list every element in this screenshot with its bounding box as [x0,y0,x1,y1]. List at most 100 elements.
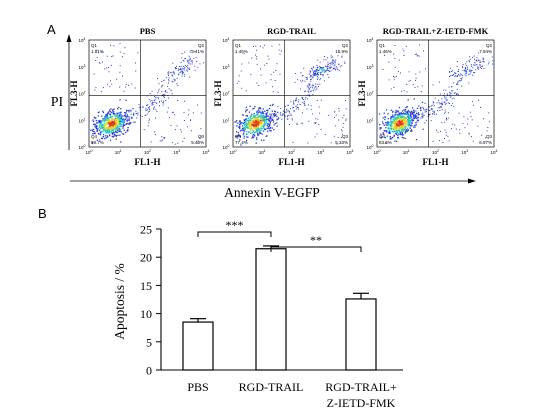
event-dot [109,128,111,130]
event-dot [330,63,332,65]
event-dot [272,86,274,88]
event-dot [251,127,253,129]
event-dot [181,67,183,69]
event-dot [420,109,422,112]
event-dot [255,122,257,124]
event-dot [178,74,179,76]
event-dot [480,66,481,68]
event-dot [280,114,282,116]
event-dot [422,128,424,130]
event-dot [471,136,472,138]
event-dot [464,70,466,71]
event-dot [414,54,416,55]
event-dot [110,80,111,82]
event-dot [247,121,250,124]
event-dot [421,113,423,115]
event-dot [401,120,403,122]
event-dot [176,65,177,67]
event-dot [119,129,121,131]
event-dot [432,103,434,105]
event-dot [410,116,412,118]
event-dot [269,127,271,129]
event-dot [135,62,136,64]
event-dot [95,119,97,122]
event-dot [432,84,434,86]
event-dot [109,134,111,136]
event-dot [309,83,311,85]
event-dot [188,109,190,111]
event-dot [96,130,98,132]
quadrant-name: Q1 [235,43,242,48]
event-dot [257,117,259,120]
event-dot [308,87,310,89]
event-dot [101,131,103,133]
event-dot [286,109,287,111]
event-dot [474,72,476,73]
event-dot [388,122,390,124]
event-dot [449,103,450,104]
event-dot [334,67,336,69]
event-dot [120,125,122,127]
event-dot [115,123,117,126]
event-dot [115,131,117,133]
event-dot [274,80,276,81]
event-dot [187,60,189,62]
event-dot [105,117,108,119]
event-dot [316,71,318,73]
event-dot [120,141,122,143]
event-dot [472,56,473,58]
event-dot [119,43,121,45]
event-dot [114,114,116,116]
event-dot [103,87,104,89]
event-dot [269,130,271,132]
event-dot [250,119,252,121]
event-dot [235,121,237,123]
event-dot [168,117,170,119]
event-dot [104,118,106,120]
event-dot [251,57,253,59]
category-label: Z-IETD-FMK [327,396,396,410]
event-dot [394,117,396,119]
event-dot [122,125,124,128]
event-dot [256,127,258,130]
event-dot [413,111,415,113]
x-tick-label: 104 [491,149,498,155]
event-dot [405,124,407,126]
event-dot [436,129,438,131]
event-dot [419,117,421,119]
x-tick-label: 103 [317,149,324,155]
event-dot [240,129,242,131]
event-dot [148,119,150,121]
y-axis-label: Apoptosis / % [112,263,127,340]
event-dot [300,80,302,82]
event-dot [111,124,113,126]
event-dot [326,65,328,67]
event-dot [96,57,98,58]
event-dot [313,72,314,74]
event-dot [421,116,423,117]
event-dot [125,117,127,119]
event-dot [400,122,402,124]
event-dot [405,45,407,47]
event-dot [417,113,419,115]
event-dot [312,74,314,76]
event-dot [468,70,470,72]
event-dot [124,47,126,49]
event-dot [106,128,109,130]
event-dot [104,116,106,118]
event-dot [290,101,292,103]
event-dot [329,65,331,67]
event-dot [397,114,400,116]
event-dot [416,112,418,115]
event-dot [127,109,129,112]
event-dot [92,123,95,126]
event-dot [112,129,114,131]
event-dot [401,133,404,135]
event-dot [317,67,318,69]
event-dot [154,106,156,108]
event-dot [274,114,276,116]
event-dot [190,50,192,52]
event-dot [403,116,405,118]
event-dot [401,118,403,120]
event-dot [163,80,165,82]
